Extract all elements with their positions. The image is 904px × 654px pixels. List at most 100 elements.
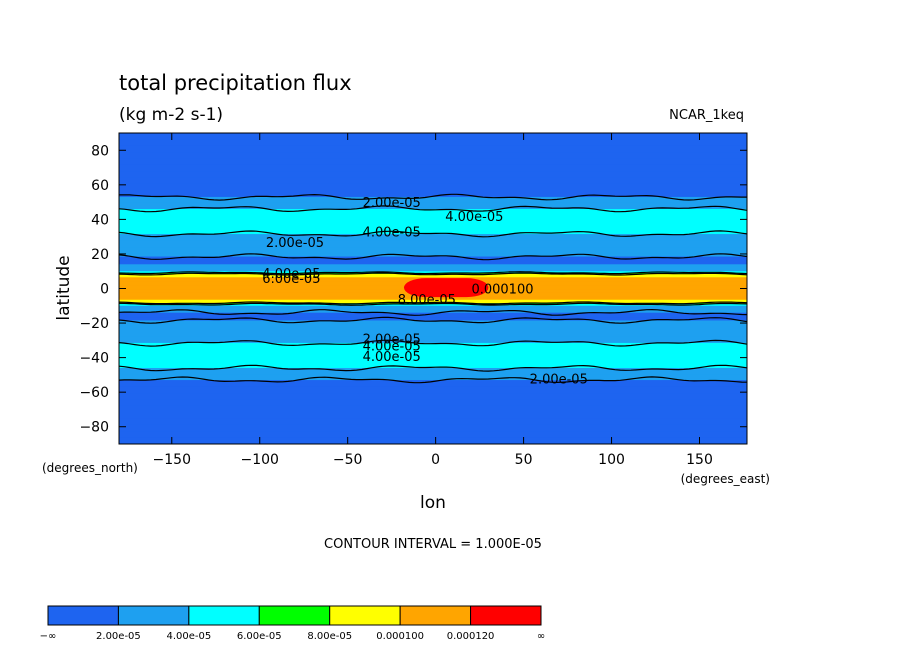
contour-fill-strip (119, 329, 747, 331)
chart-title: total precipitation flux (119, 71, 352, 95)
contour-fill-strip (119, 274, 747, 277)
y-tick-label: −20 (79, 316, 109, 332)
contour-line (119, 193, 747, 201)
contour-fill-strip (119, 306, 747, 309)
contour-fill-strip (119, 213, 747, 215)
contour-fill-strip (119, 362, 747, 365)
y-tick-label: 20 (91, 247, 109, 263)
contour-fill-strip (119, 424, 747, 426)
contour-fill-strip (119, 159, 747, 162)
contour-fill-strip (119, 391, 747, 393)
x-axis-label: lon (420, 493, 446, 513)
x-tick-label: −100 (241, 452, 279, 468)
contour-fill-strip (119, 355, 747, 357)
contour-fill-strip (119, 133, 747, 135)
contour-fill-strip (119, 385, 747, 387)
contour-fill-strip (119, 328, 747, 330)
contour-fill-strip (119, 258, 747, 260)
contour-fill-strip (119, 309, 747, 311)
contour-fill-strip (119, 252, 747, 254)
contour-fill-strip (119, 142, 747, 144)
contour-fill-strip (119, 192, 747, 195)
contour-fill-strip (119, 372, 747, 374)
contour-fill-strip (119, 428, 747, 430)
contour-fill-strip (119, 352, 747, 354)
contour-fill-strip (119, 215, 747, 217)
y-tick-label: −60 (79, 385, 109, 401)
contour-fill-strip (119, 424, 747, 427)
contour-fill-strip (119, 160, 747, 163)
y-tick-label: 60 (91, 178, 109, 194)
colorbar-swatch (258, 605, 331, 626)
contour-fill-strip (119, 212, 747, 214)
contour-label: 4.00e-05 (262, 267, 320, 282)
contour-fill-strip (119, 324, 747, 327)
contour-fill-strip (119, 347, 747, 349)
contour-fill-strip (119, 399, 747, 402)
contour-fill-strip (119, 177, 747, 179)
contour-fill-strip (119, 401, 747, 404)
contour-fill-strip (119, 235, 747, 238)
contour-fill-strip (119, 242, 747, 245)
contour-fill-strip (119, 359, 747, 361)
x-tick-label: 50 (515, 452, 533, 468)
contour-fill-strip (119, 381, 747, 384)
contour-fill-strip (119, 305, 747, 308)
contour-line (119, 205, 747, 213)
contour-fill-strip (119, 156, 747, 158)
contour-fill-strip (119, 367, 747, 370)
contour-fill-strip (119, 175, 747, 177)
contour-fill-strip (119, 437, 747, 440)
contour-fill-strip (119, 344, 747, 347)
contour-fill-strip (119, 218, 747, 220)
contour-fill-strip (119, 277, 747, 279)
contour-fill-strip (119, 259, 747, 262)
contour-fill-strip (119, 332, 747, 335)
contour-fill-strip (119, 139, 747, 142)
contour-fill-strip (119, 323, 747, 326)
contour-fill-strip (119, 413, 747, 416)
contour-fill-strip (119, 435, 747, 437)
contour-fill-strip (119, 349, 747, 352)
contour-fill-strip (119, 395, 747, 398)
contour-fill-strip (119, 298, 747, 300)
contour-fill-strip (119, 208, 747, 210)
contour-fill-strip (119, 223, 747, 226)
contour-fill-strip (119, 267, 747, 270)
contour-fill-strip (119, 388, 747, 391)
contour-fill-strip (119, 415, 747, 417)
contour-fill-strip (119, 343, 747, 346)
contour-fill-strip (119, 438, 747, 441)
contour-fill-strip (119, 304, 747, 307)
contour-fill-strip (119, 207, 747, 209)
contour-fill-strip (119, 375, 747, 378)
contour-fill-strip (119, 411, 747, 413)
contour-fill-strip (119, 153, 747, 156)
colorbar-level-label: 8.00e-05 (307, 631, 352, 642)
colorbar-swatch (470, 605, 542, 626)
contour-fill-strip (119, 432, 747, 435)
contour-fill-strip (119, 336, 747, 339)
x-axis-units: (degrees_east) (681, 472, 770, 486)
contour-fill-strip (119, 177, 747, 180)
contour-fill-strip (119, 158, 747, 161)
colorbar-swatch (47, 605, 119, 626)
contour-line (119, 316, 747, 324)
contour-fill-strip (119, 397, 747, 399)
contour-fill-strip (119, 247, 747, 249)
y-tick-label: 40 (91, 212, 109, 228)
contour-fill-strip (119, 276, 747, 278)
contour-line (119, 230, 747, 238)
contour-fill-strip (119, 186, 747, 189)
contour-fill-strip (119, 266, 747, 268)
contour-fill-strip (119, 259, 747, 261)
contour-fill-strip (119, 166, 747, 169)
contour-fill-strip (119, 431, 747, 434)
contour-fill-strip (119, 403, 747, 405)
contour-fill-strip (119, 345, 747, 347)
contour-fill-strip (119, 307, 747, 309)
contour-fill-strip (119, 239, 747, 241)
contour-label: 4.00e-05 (363, 350, 421, 365)
contour-fill-strip (119, 167, 747, 170)
contour-fill-strip (119, 215, 747, 218)
